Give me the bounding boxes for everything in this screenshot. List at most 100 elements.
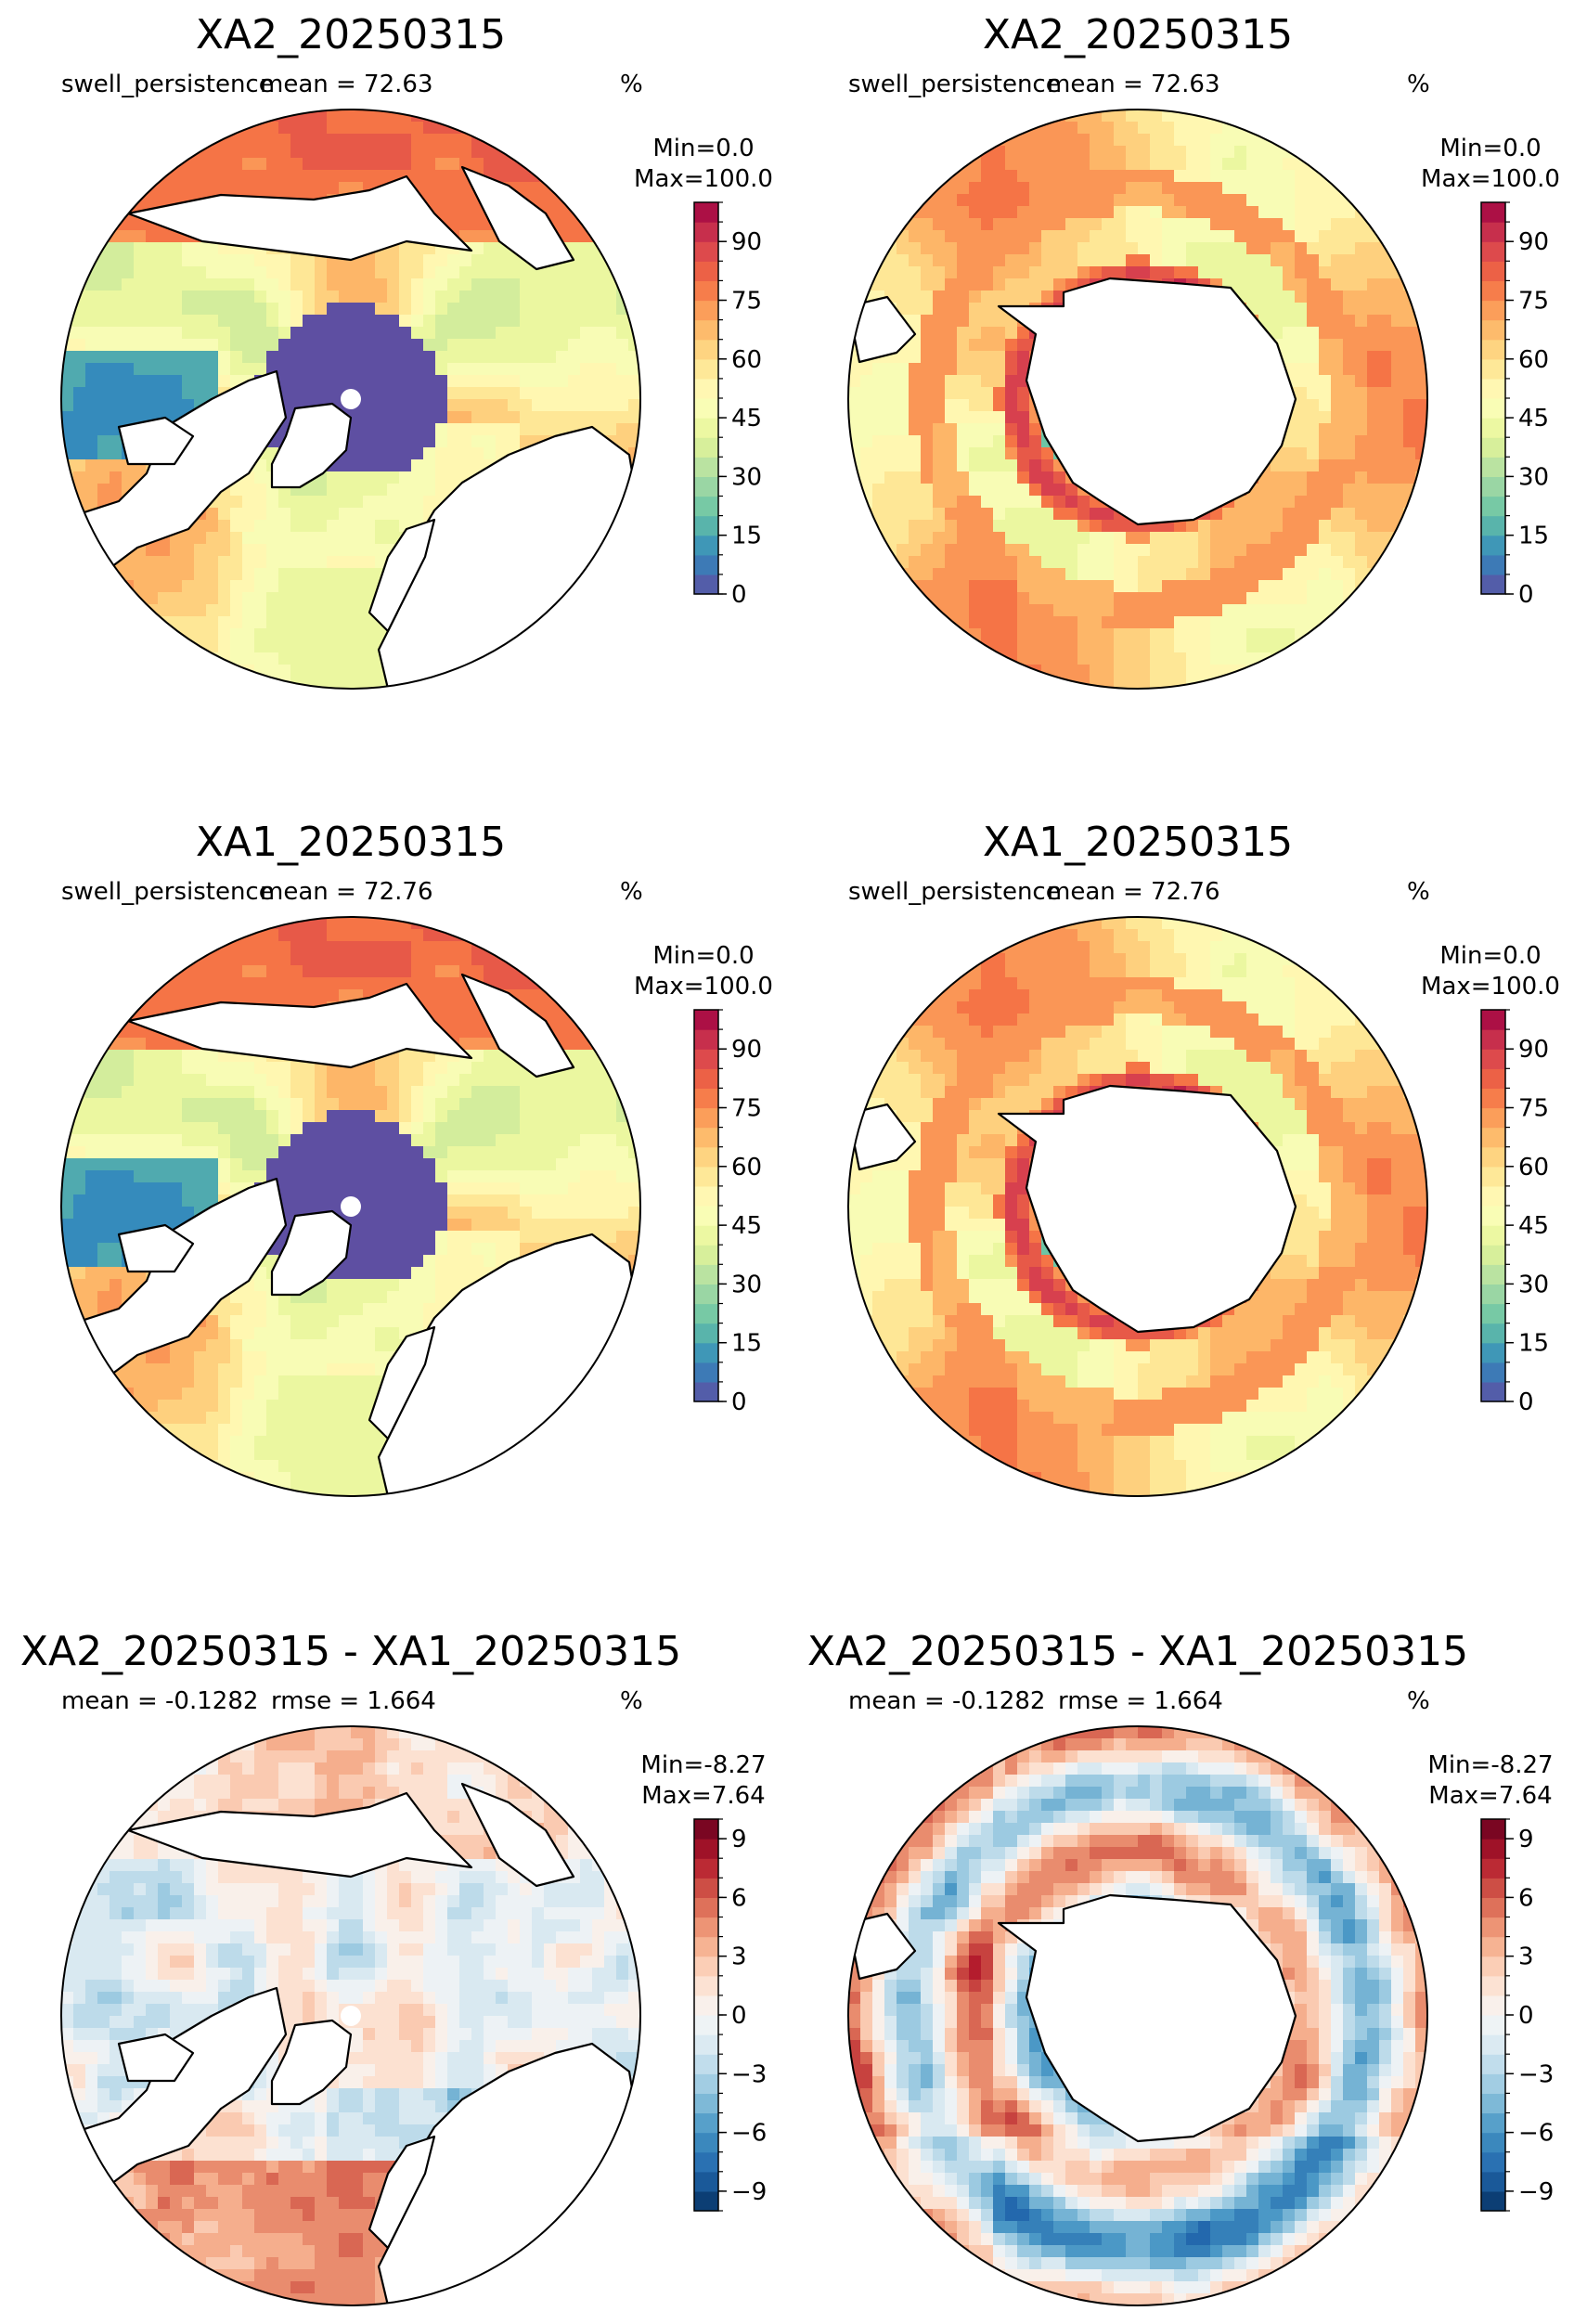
colorbar-swatch xyxy=(694,2171,718,2192)
colorbar-swatch xyxy=(1481,2073,1505,2094)
colorbar-swatch xyxy=(1481,1146,1505,1168)
colorbar-tick-label: 6 xyxy=(731,1884,747,1912)
colorbar-tick-label: 60 xyxy=(731,346,762,374)
colorbar-swatch xyxy=(694,202,718,223)
colorbar-max-label: Max=100.0 xyxy=(1421,973,1560,1001)
pole-marker xyxy=(341,1196,361,1217)
colorbar-swatch xyxy=(694,339,718,360)
colorbar-swatch xyxy=(1481,2190,1505,2212)
map-boundary xyxy=(847,109,1428,690)
colorbar-swatch xyxy=(694,1975,718,1996)
panel-title: XA2_20250315 xyxy=(982,11,1294,58)
colorbar-swatch xyxy=(694,1049,718,1069)
colorbar-swatch xyxy=(1481,241,1505,262)
colorbar-swatch xyxy=(694,1362,718,1383)
colorbar-tick-label: 0 xyxy=(731,2002,747,2030)
colorbar-tick-label: 30 xyxy=(731,463,762,491)
colorbar-swatch xyxy=(1481,1264,1505,1285)
colorbar-swatch xyxy=(694,1029,718,1050)
colorbar-swatch xyxy=(1481,1975,1505,1996)
colorbar-tick-label: 75 xyxy=(1518,1095,1549,1123)
colorbar-swatch xyxy=(694,1303,718,1324)
colorbar-swatch xyxy=(694,1858,718,1879)
colorbar-swatch xyxy=(694,418,718,438)
colorbar-tick-label: 60 xyxy=(1518,346,1549,374)
polar-map xyxy=(847,1725,1428,2306)
colorbar-tick-label: 90 xyxy=(731,228,762,256)
colorbar-swatch xyxy=(1481,378,1505,399)
polar-map xyxy=(847,916,1428,1497)
colorbar-swatch xyxy=(1481,1342,1505,1363)
colorbar-swatch xyxy=(1481,2151,1505,2173)
colorbar-swatch xyxy=(694,319,718,341)
colorbar-swatch xyxy=(694,1897,718,1918)
pole-marker xyxy=(341,389,361,409)
colorbar-swatch xyxy=(694,1185,718,1207)
coastlines xyxy=(848,1893,1427,2143)
data-field xyxy=(61,1726,640,2305)
colorbar-swatch xyxy=(694,1245,718,1265)
map-boundary xyxy=(847,1725,1428,2306)
colorbar-tick-label: 15 xyxy=(1518,523,1549,550)
colorbar-swatch xyxy=(694,1225,718,1246)
colorbar-tick-label: 90 xyxy=(1518,228,1549,256)
colorbar-swatch xyxy=(1481,300,1505,321)
polar-map xyxy=(60,916,641,1497)
colorbar-swatch xyxy=(694,241,718,262)
colorbar-swatch xyxy=(694,476,718,497)
colorbar: 0 15 30 45 60 75 90 xyxy=(1480,1009,1549,1416)
panel-unit: % xyxy=(1407,878,1430,906)
colorbar-tick-label: 45 xyxy=(731,1212,762,1240)
colorbar-max-label: Max=7.64 xyxy=(1428,1782,1553,1810)
panel-left-text: swell_persistence xyxy=(61,71,274,98)
colorbar-swatch xyxy=(1481,554,1505,575)
polar-map xyxy=(60,109,641,690)
colorbar-swatch xyxy=(694,1010,718,1030)
colorbar-tick-label: −6 xyxy=(731,2120,767,2148)
colorbar-swatch xyxy=(1481,202,1505,223)
colorbar-swatch xyxy=(1481,496,1505,517)
colorbar-swatch xyxy=(694,535,718,556)
coastlines xyxy=(848,277,1427,526)
colorbar-tick-label: 60 xyxy=(1518,1154,1549,1181)
colorbar-swatch xyxy=(1481,1858,1505,1879)
colorbar-swatch xyxy=(694,280,718,302)
colorbar-swatch xyxy=(694,2132,718,2153)
colorbar-swatch xyxy=(1481,1995,1505,2016)
colorbar-swatch xyxy=(1481,2132,1505,2153)
coastlines xyxy=(848,1084,1427,1334)
panel-left-text: swell_persistence xyxy=(61,878,274,906)
map-boundary xyxy=(60,109,641,690)
colorbar-swatch xyxy=(1481,1878,1505,1898)
colorbar-swatch xyxy=(694,437,718,458)
colorbar-min-label: Min=0.0 xyxy=(1439,135,1542,162)
colorbar-swatch xyxy=(1481,1303,1505,1324)
colorbar-swatch xyxy=(1481,2093,1505,2114)
panel-title: XA1_20250315 xyxy=(982,819,1294,866)
colorbar-swatch xyxy=(1481,1225,1505,1246)
colorbar-swatch xyxy=(694,1839,718,1859)
colorbar-swatch xyxy=(694,2034,718,2055)
colorbar-swatch xyxy=(1481,1917,1505,1938)
colorbar-tick-label: 60 xyxy=(731,1154,762,1181)
colorbar-swatch xyxy=(694,2054,718,2074)
map-boundary xyxy=(847,916,1428,1497)
colorbar-max-label: Max=100.0 xyxy=(1421,165,1560,193)
colorbar-swatch xyxy=(1481,2171,1505,2192)
colorbar-swatch xyxy=(694,2112,718,2134)
colorbar-swatch xyxy=(1481,1107,1505,1129)
coastlines xyxy=(61,973,640,1496)
colorbar-swatch xyxy=(1481,1068,1505,1089)
panel-unit: % xyxy=(1407,71,1430,98)
colorbar-swatch xyxy=(1481,418,1505,438)
colorbar-tick-label: 0 xyxy=(731,1388,747,1416)
colorbar-swatch xyxy=(1481,1166,1505,1187)
colorbar-swatch xyxy=(694,1146,718,1168)
colorbar-swatch xyxy=(1481,280,1505,302)
colorbar-swatch xyxy=(1481,1029,1505,1050)
colorbar-swatch xyxy=(1481,1323,1505,1344)
colorbar-swatch xyxy=(694,1284,718,1305)
colorbar-swatch xyxy=(694,2093,718,2114)
panel-title: XA1_20250315 xyxy=(195,819,507,866)
colorbar-swatch xyxy=(1481,1010,1505,1030)
